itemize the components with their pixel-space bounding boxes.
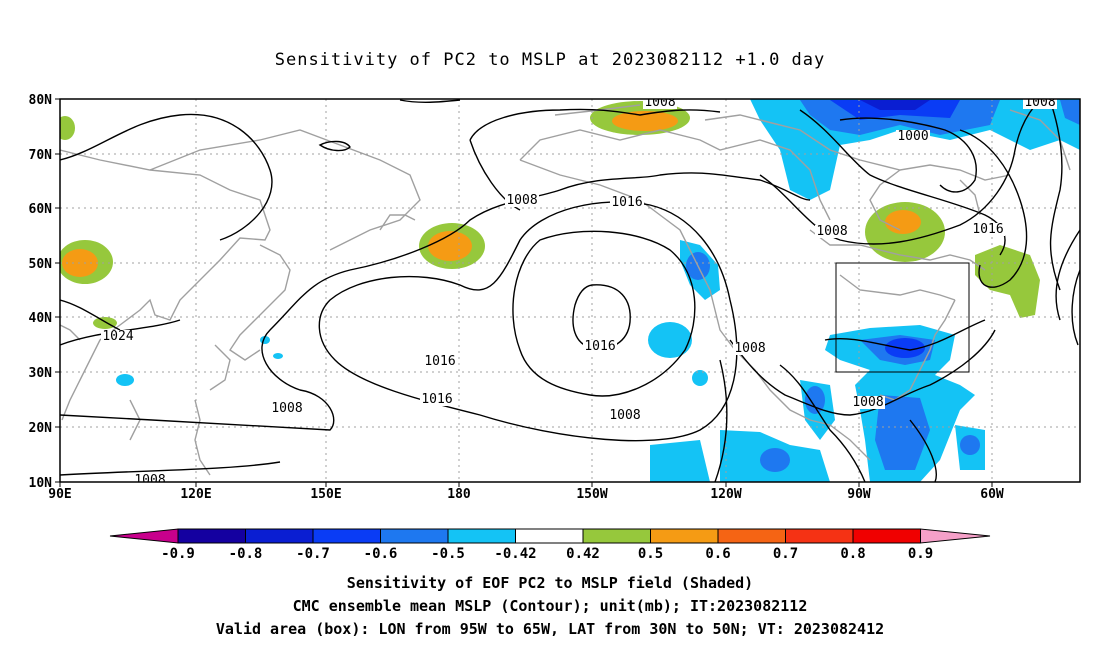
map-panel: 1008 1000 1008 1016 1008 1016 1024 1016 1016 1008… — [60, 95, 1080, 488]
colorbar-segment — [312, 528, 381, 544]
contour-label: 1008 — [506, 193, 537, 208]
plot-title: Sensitivity of PC2 to MSLP at 2023082112… — [274, 50, 826, 70]
colorbar-segment — [245, 528, 314, 544]
contour-label-bg — [101, 330, 135, 343]
colorbar-label: -0.6 — [364, 546, 398, 562]
colorbar-label: 0.7 — [773, 546, 798, 562]
contour-label: 1008 — [609, 408, 640, 423]
lon-tick-label: 150E — [310, 487, 341, 502]
contour-label: 1016 — [421, 392, 452, 407]
lon-tick-label: 120E — [180, 487, 211, 502]
colorbar-label: 0.9 — [908, 546, 933, 562]
contour-label-bg — [896, 130, 930, 143]
contour-label-bg — [505, 194, 539, 207]
lat-tick-label: 50N — [29, 257, 53, 272]
lat-tick-labels: 80N 70N 60N 50N 40N 30N 20N 10N — [29, 93, 60, 491]
contour-label: 1016 — [584, 339, 615, 354]
lat-tick-label: 10N — [29, 476, 53, 491]
lon-tick-label: 90W — [847, 487, 871, 502]
colorbar-segment — [852, 528, 921, 544]
colorbar-segment — [650, 528, 719, 544]
colorbar-label: -0.5 — [431, 546, 465, 562]
contour-label-bg — [733, 342, 767, 355]
contour-label-bg — [133, 474, 167, 482]
contour-label: 1024 — [102, 329, 133, 344]
colorbar-label: 0.8 — [840, 546, 865, 562]
contour-label: 1016 — [972, 222, 1003, 237]
contour-label-bg — [270, 402, 304, 415]
colorbar-extend-low — [109, 528, 179, 544]
colorbar-segment — [515, 528, 584, 544]
colorbar-label: -0.8 — [229, 546, 263, 562]
contour-label-bg — [608, 409, 642, 422]
colorbar-segment — [717, 528, 786, 544]
contour-label: 1016 — [424, 354, 455, 369]
colorbar-segment — [380, 528, 449, 544]
caption-line-2: CMC ensemble mean MSLP (Contour); unit(m… — [292, 597, 808, 615]
lon-tick-label: 120W — [710, 487, 741, 502]
contour-label: 1008 — [644, 95, 675, 110]
lon-tick-label: 90E — [48, 487, 71, 502]
lat-tick-label: 80N — [29, 93, 53, 108]
contour-label-bg — [420, 393, 454, 406]
caption-line-3: Valid area (box): LON from 95W to 65W, L… — [215, 620, 885, 638]
colorbar-segment — [785, 528, 854, 544]
colorbar-label: -0.7 — [296, 546, 330, 562]
colorbar: -0.9 -0.8 -0.7 -0.6 -0.5 -0.42 0.42 0.5 0.6 0.7 0.… — [109, 528, 991, 562]
contour-label-bg — [1023, 99, 1057, 109]
colorbar-label: 0.6 — [705, 546, 730, 562]
lon-tick-label: 60W — [980, 487, 1004, 502]
colorbar-label: 0.5 — [638, 546, 663, 562]
lat-tick-label: 20N — [29, 421, 53, 436]
contour-label-bg — [610, 196, 644, 209]
contour-label: 1000 — [897, 129, 928, 144]
contour-label-bg — [971, 223, 1005, 236]
contour-label-bg — [851, 396, 885, 409]
contour-label: 1008 — [816, 224, 847, 239]
contour-label-bg — [583, 340, 617, 353]
colorbar-segment — [447, 528, 516, 544]
contour-label: 1008 — [852, 395, 883, 410]
valid-area-box — [835, 262, 970, 373]
colorbar-label: -0.9 — [161, 546, 195, 562]
contour-label-bg — [815, 225, 849, 238]
lon-tick-label: 180 — [447, 487, 471, 502]
contour-label-bg — [423, 355, 457, 368]
contour-labels: 1008 1000 1008 1016 1008 1016 1024 1016 1016 1008… — [101, 95, 1057, 488]
colorbar-label: -0.42 — [494, 546, 536, 562]
map-frame — [59, 98, 1081, 483]
lat-tick-label: 70N — [29, 148, 53, 163]
colorbar-label: 0.42 — [566, 546, 600, 562]
lon-tick-labels: 90E 120E 150E 180 150W 120W 90W 60W — [48, 482, 1004, 502]
colorbar-segment — [177, 528, 246, 544]
contour-label: 1008 — [1024, 95, 1055, 110]
colorbar-segment — [582, 528, 651, 544]
lon-tick-label: 150W — [576, 487, 607, 502]
contour-label: 1008 — [271, 401, 302, 416]
coastlines — [60, 104, 1071, 476]
lat-tick-label: 60N — [29, 202, 53, 217]
contour-label: 1016 — [611, 195, 642, 210]
contour-label: 1008 — [134, 473, 165, 488]
contour-label-bg — [643, 99, 677, 109]
lat-tick-label: 30N — [29, 366, 53, 381]
caption-line-1: Sensitivity of EOF PC2 to MSLP field (Sh… — [346, 574, 754, 592]
colorbar-extend-high — [920, 528, 991, 544]
lat-tick-label: 40N — [29, 311, 53, 326]
contour-label: 1008 — [734, 341, 765, 356]
